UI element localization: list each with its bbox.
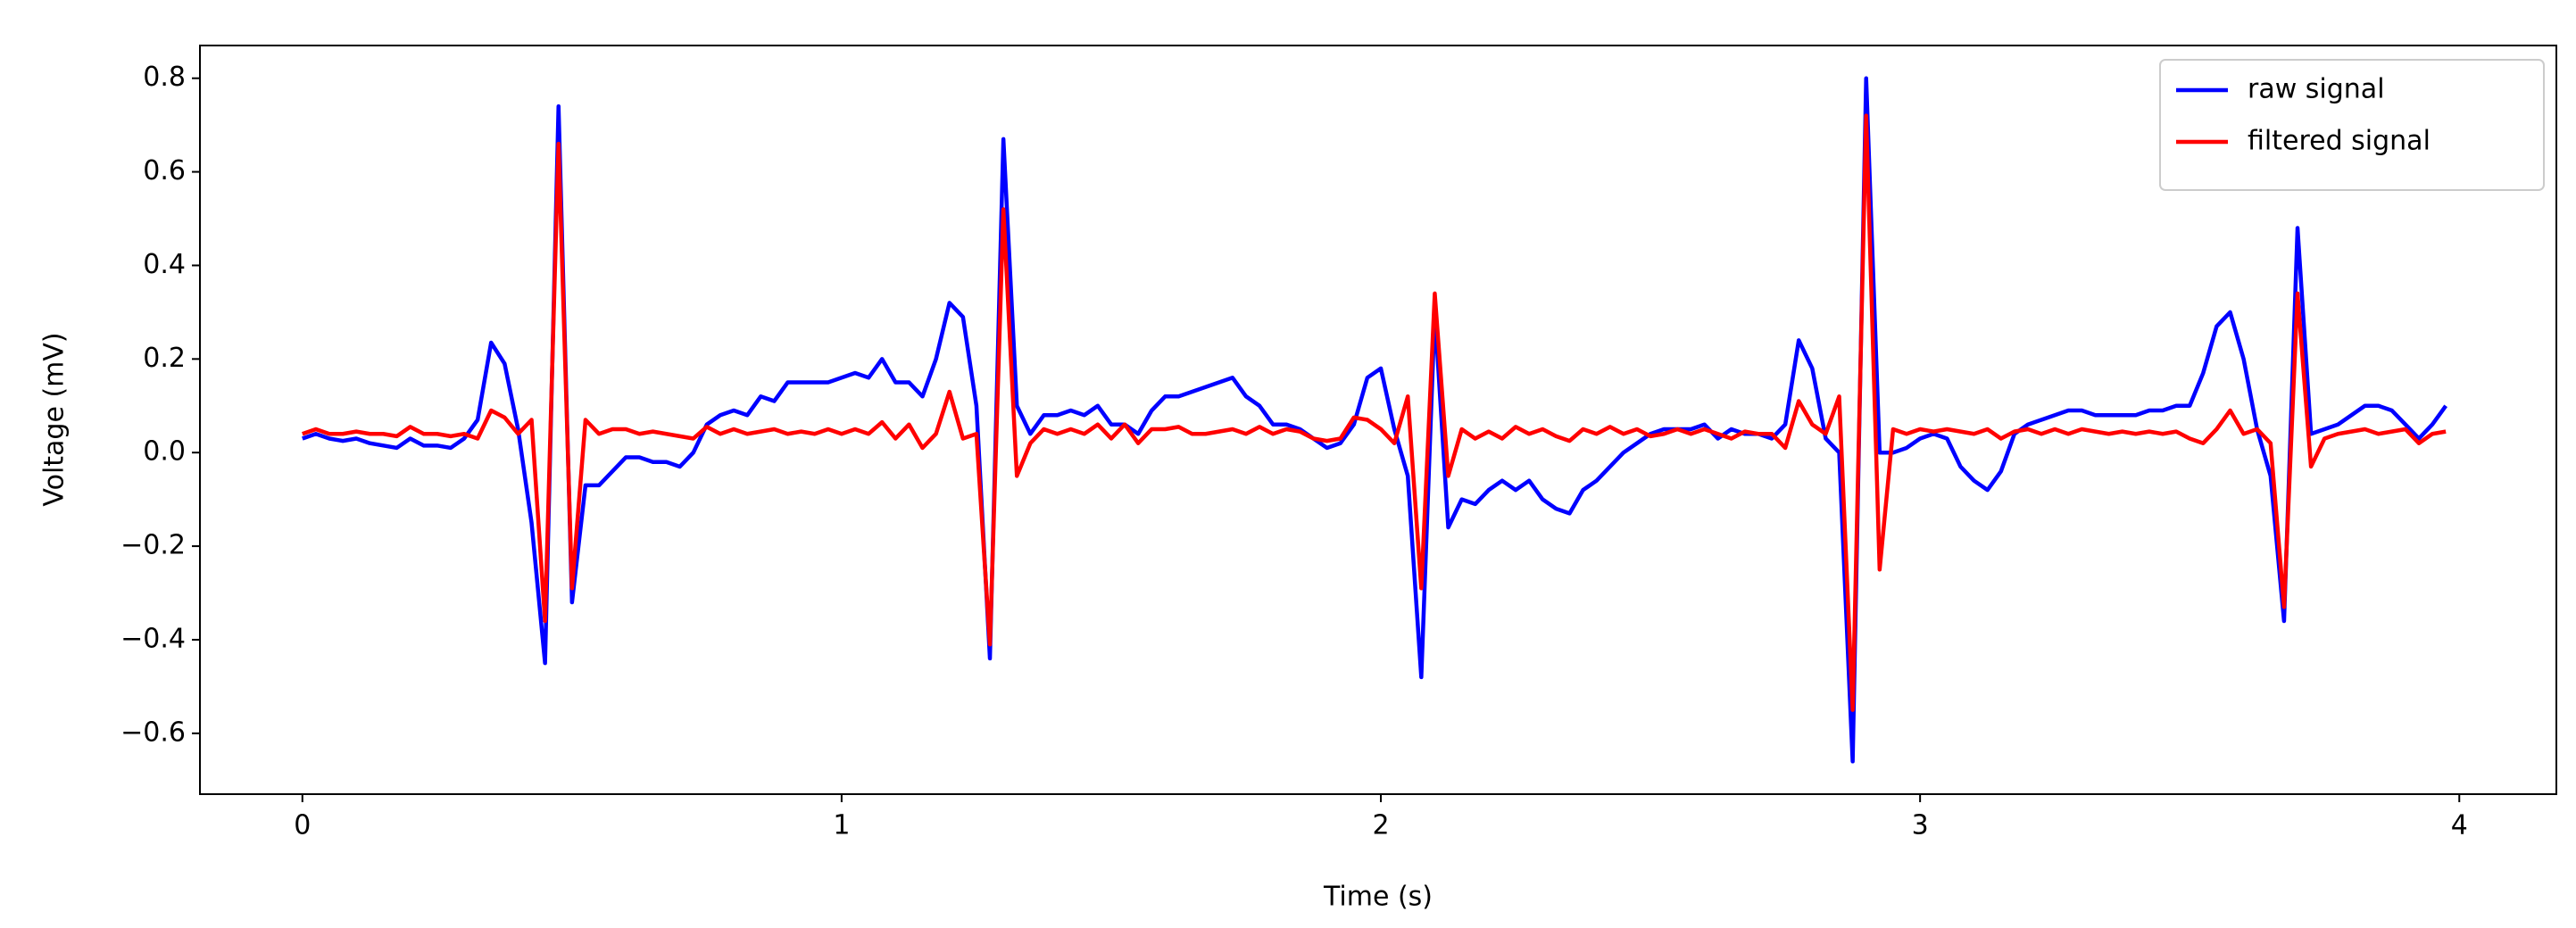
y-tick-label: 0.0: [143, 436, 186, 468]
y-tick-label: −0.4: [120, 623, 186, 654]
data-line: [302, 113, 2447, 712]
y-axis-label: Voltage (mV): [39, 332, 71, 506]
plot-frame: [199, 45, 2557, 795]
x-axis-label: Time (s): [1323, 882, 1433, 913]
y-tick-label: 0.8: [143, 62, 186, 93]
legend-label: filtered signal: [2248, 126, 2431, 157]
x-tick-label: 2: [1372, 810, 1389, 841]
legend-label: raw signal: [2248, 74, 2385, 105]
legend-box: [2159, 59, 2545, 191]
y-tick-label: 0.6: [143, 155, 186, 186]
x-tick-label: 3: [1912, 810, 1929, 841]
y-tick-label: 0.2: [143, 343, 186, 374]
x-tick-label: 1: [833, 810, 850, 841]
y-tick-label: −0.2: [120, 530, 186, 561]
data-line: [302, 76, 2447, 764]
y-tick-label: 0.4: [143, 249, 186, 280]
x-tick-label: 0: [294, 810, 311, 841]
x-tick-label: 4: [2451, 810, 2468, 841]
y-tick-label: −0.6: [120, 717, 186, 748]
